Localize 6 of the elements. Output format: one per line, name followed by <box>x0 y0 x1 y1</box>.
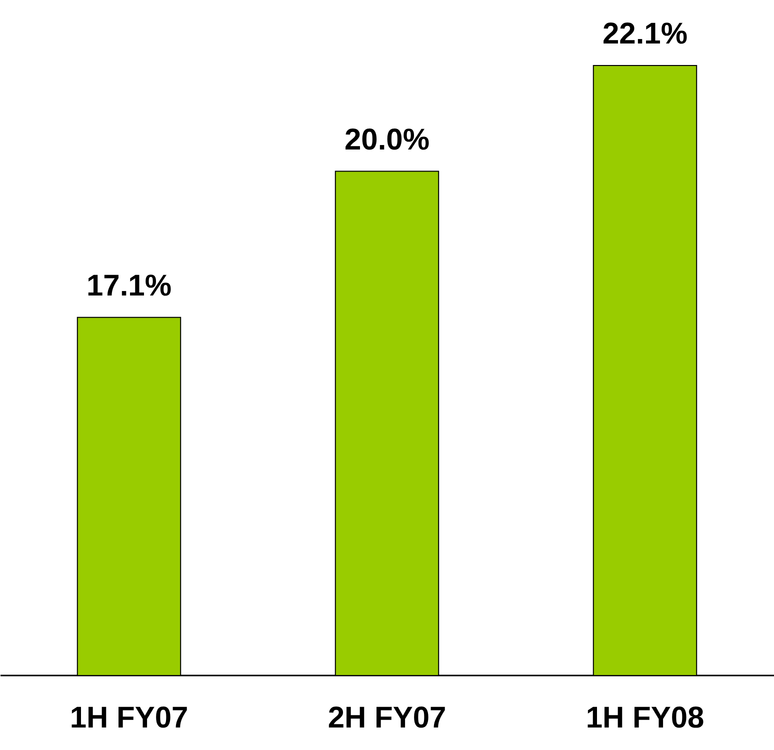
x-tick-label: 1H FY07 <box>70 702 188 734</box>
data-label: 17.1% <box>86 269 172 302</box>
data-label: 22.1% <box>602 17 688 50</box>
data-label: 20.0% <box>344 123 430 156</box>
x-tick-label: 1H FY08 <box>586 702 704 734</box>
x-tick-label: 2H FY07 <box>328 702 446 734</box>
